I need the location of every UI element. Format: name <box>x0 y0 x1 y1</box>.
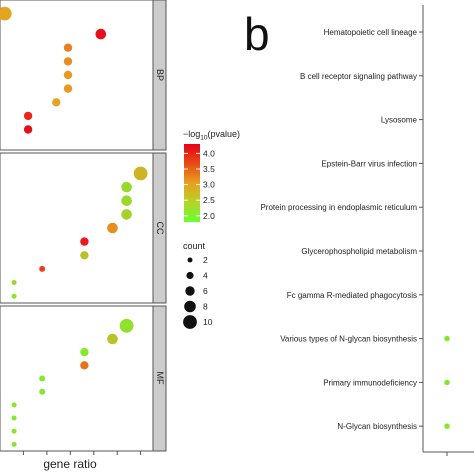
point-cc-2 <box>121 195 132 206</box>
size-legend-dot-3 <box>184 300 196 313</box>
facet-cc-panel <box>0 152 154 304</box>
pathway-label-1: B cell receptor signaling pathway <box>300 72 417 81</box>
point-cc-5 <box>80 237 89 246</box>
point-mf-0 <box>119 318 134 333</box>
point-mf-3 <box>80 361 89 370</box>
point-cc-6 <box>80 251 89 260</box>
pathway-label-3: Epstein-Barr virus infection <box>321 159 417 168</box>
color-legend-ticks: 4.0 3.5 3.0 2.5 2.0 <box>184 148 215 221</box>
point-mf-2 <box>80 347 89 357</box>
point-bp-4 <box>63 70 73 80</box>
x-axis-ticks <box>22 451 142 455</box>
points-b <box>444 335 450 430</box>
point-bp-2 <box>63 43 73 52</box>
points-a <box>0 6 148 447</box>
color-legend-bar <box>184 144 200 222</box>
size-legend-title: count <box>183 241 206 251</box>
color-tick-label-2: 3.0 <box>203 180 215 190</box>
point-bp-6 <box>52 98 61 107</box>
panel-a: BP CC MF gene ratio <box>0 0 167 471</box>
pathway-label-2: Lysosome <box>381 116 418 125</box>
pathway-point-0 <box>444 335 450 342</box>
x-axis-label: gene ratio <box>43 457 97 471</box>
pathway-point-2 <box>444 423 450 430</box>
pathway-label-7: Various types of N-glycan biosynthesis <box>280 335 417 344</box>
pathway-point-1 <box>444 379 450 386</box>
size-legend: 2 4 6 8 10 <box>183 255 213 329</box>
point-cc-4 <box>107 222 118 234</box>
point-bp-8 <box>23 125 33 134</box>
point-cc-9 <box>11 293 17 299</box>
pathway-label-6: Fc gamma R-mediated phagocytosis <box>287 291 417 300</box>
pathway-label-5: Glycerophospholipid metabolism <box>301 247 417 256</box>
color-tick-label-0: 4.0 <box>203 148 215 158</box>
color-tick-label-3: 2.5 <box>203 195 215 205</box>
pathway-label-4: Protein processing in endoplasmic reticu… <box>260 203 417 212</box>
color-legend-title: −log10(pvalue) <box>183 129 240 142</box>
point-mf-8 <box>11 428 17 434</box>
size-legend-dot-2 <box>185 286 195 296</box>
color-tick-label-4: 2.0 <box>203 211 215 221</box>
point-mf-4 <box>39 375 46 382</box>
color-tick-label-1: 3.5 <box>203 164 215 174</box>
point-cc-0 <box>133 166 148 181</box>
point-cc-8 <box>11 280 17 285</box>
facet-cc-strip <box>152 152 167 304</box>
point-cc-3 <box>121 209 132 220</box>
legend: −log10(pvalue) 4.0 3.5 3.0 2.5 2.0 count 2 4 6… <box>183 129 240 329</box>
size-legend-dot-1 <box>186 271 194 280</box>
facet-mf-label: MF <box>155 372 165 385</box>
point-mf-1 <box>107 333 118 345</box>
point-bp-1 <box>95 28 107 40</box>
size-legend-label-4: 10 <box>203 317 213 327</box>
size-legend-label-1: 4 <box>203 271 208 281</box>
point-bp-7 <box>23 111 33 121</box>
point-mf-6 <box>11 402 17 408</box>
size-legend-dot-0 <box>187 257 193 263</box>
size-legend-label-3: 8 <box>203 302 208 312</box>
pathway-label-9: N-Glycan biosynthesis <box>337 422 417 431</box>
pathway-labels: Hematopoietic cell lineage B cell recepto… <box>260 28 423 431</box>
point-mf-9 <box>11 441 17 447</box>
facet-cc-label: CC <box>155 222 165 235</box>
panel-b-label: b <box>244 8 270 60</box>
facet-bp-panel <box>0 0 154 151</box>
facet-bp-strip <box>152 0 167 151</box>
facet-mf-strip <box>152 305 167 452</box>
point-mf-5 <box>39 388 46 395</box>
size-legend-label-2: 6 <box>203 286 208 296</box>
point-cc-7 <box>39 265 46 272</box>
facet-bp-label: BP <box>155 69 165 81</box>
pathway-label-0: Hematopoietic cell lineage <box>324 28 418 37</box>
point-bp-0 <box>0 6 12 21</box>
point-cc-1 <box>121 181 132 193</box>
point-bp-5 <box>63 84 73 93</box>
size-legend-label-0: 2 <box>203 255 208 265</box>
point-mf-7 <box>11 415 17 421</box>
point-bp-3 <box>63 57 73 66</box>
pathway-label-8: Primary immunodeficiency <box>323 378 417 387</box>
size-legend-dot-4 <box>183 315 197 329</box>
panel-b: b Hematopoietic cell lineage B cell recep… <box>244 5 474 456</box>
